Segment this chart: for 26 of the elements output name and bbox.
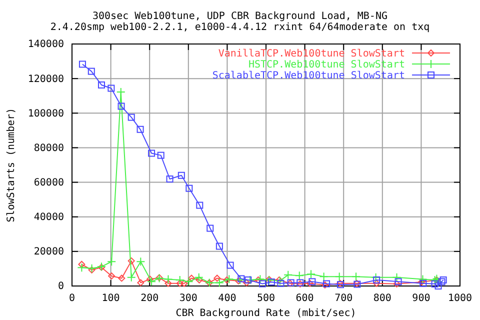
y-tick-label: 140000	[28, 39, 64, 50]
y-tick-label: 80000	[34, 142, 64, 154]
y-tick-label: 0	[58, 281, 64, 292]
legend-label: VanillaTCP.Web100tune SlowStart	[218, 48, 405, 60]
legend-label: HSTCP.Web100tune SlowStart	[248, 60, 405, 70]
x-tick-label: 500	[256, 293, 276, 304]
x-tick-label: 1000	[448, 293, 472, 304]
x-tick-label: 400	[218, 293, 236, 304]
legend-label: ScalableTCP.Web100tune SlowStart	[212, 70, 405, 82]
y-tick-label: 40000	[34, 212, 64, 224]
y-tick-label: 100000	[28, 108, 64, 120]
chart-subtitle: 2.4.20smp web100-2.2.1, e1000-4.4.12 rxint 64/64moderate on txq	[50, 22, 430, 33]
x-tick-label: 0	[68, 293, 76, 304]
x-tick-label: 300	[179, 293, 198, 304]
x-tick-label: 100	[102, 293, 120, 304]
x-tick-label: 600	[296, 293, 314, 304]
x-tick-label: 800	[373, 293, 392, 304]
x-tick-label: 200	[140, 293, 159, 304]
x-axis-title: CBR Background Rate (mbit/sec)	[176, 308, 356, 319]
y-tick-label: 60000	[34, 177, 64, 188]
x-tick-label: 900	[412, 293, 430, 304]
chart-title: 300sec Web100tune, UDP CBR Background Load, MB-NG	[92, 11, 388, 22]
y-tick-label: 20000	[34, 246, 64, 258]
x-tick-label: 700	[334, 293, 353, 304]
y-tick-label: 120000	[28, 74, 64, 85]
y-axis-title: SlowStarts (number)	[6, 108, 17, 222]
